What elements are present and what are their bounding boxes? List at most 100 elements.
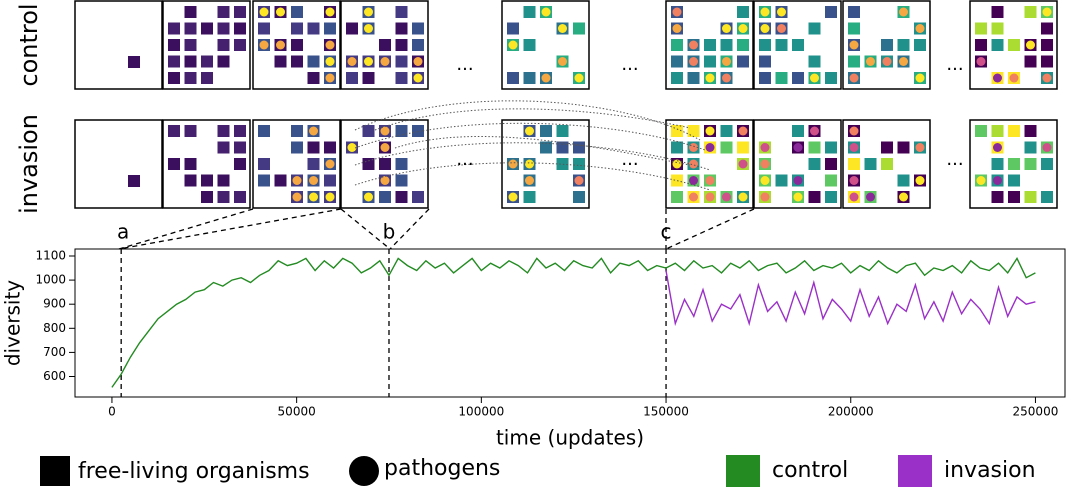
organism [128, 56, 140, 68]
organism [217, 55, 230, 68]
pathogen [325, 159, 335, 169]
organism [720, 141, 733, 154]
organism [184, 55, 197, 68]
pathogen [793, 192, 803, 202]
pathogen [689, 176, 698, 185]
pathogen [325, 192, 335, 202]
pathogen [915, 176, 925, 185]
pathogen [793, 143, 803, 152]
organism [234, 141, 246, 154]
pathogen [810, 73, 819, 83]
pathogen [525, 159, 534, 169]
pathogen [292, 192, 302, 202]
pathogen [705, 192, 715, 202]
organism [792, 125, 804, 137]
organism [379, 39, 391, 51]
organism [184, 72, 197, 84]
y-tick-label: 900 [43, 297, 66, 311]
organism [291, 6, 303, 18]
organism [234, 125, 246, 137]
pathogen [866, 192, 875, 202]
organism [168, 55, 180, 68]
organism [362, 125, 375, 137]
pathogen [849, 143, 859, 152]
organism [808, 191, 821, 203]
pathogen [760, 192, 770, 202]
organism [234, 6, 246, 18]
organism [759, 72, 771, 84]
pathogen [793, 176, 803, 185]
organism [775, 39, 788, 51]
organism [1008, 158, 1020, 170]
organism [975, 22, 987, 35]
pathogen [541, 73, 551, 83]
pathogen [777, 24, 786, 33]
organism [825, 158, 837, 170]
organism [881, 158, 893, 170]
pathogen [976, 176, 986, 185]
pathogen [508, 192, 518, 202]
organism [825, 6, 837, 18]
organism [412, 125, 424, 137]
pathogen [380, 57, 390, 66]
pathogen [882, 57, 892, 66]
pathogen [525, 126, 534, 136]
pathogen [722, 192, 731, 202]
pathogen [810, 126, 819, 136]
ellipsis: ... [621, 54, 638, 75]
organism [346, 22, 358, 35]
pathogen [347, 57, 357, 66]
organism [671, 191, 683, 203]
organism [395, 39, 408, 51]
organism [1041, 39, 1053, 51]
organism [825, 72, 837, 84]
circle-icon [349, 456, 379, 486]
organism [792, 72, 804, 84]
pathogen [325, 7, 335, 17]
organism [737, 141, 749, 154]
y-tick-label: 1000 [35, 273, 66, 287]
pathogen [915, 73, 925, 83]
organism [792, 39, 804, 51]
organism [881, 141, 893, 154]
plot-frame [74, 248, 1066, 398]
pathogen [672, 159, 682, 169]
pathogen [364, 24, 373, 33]
organism [201, 174, 213, 187]
organism [274, 55, 287, 68]
organism [258, 174, 270, 187]
organism [234, 22, 246, 35]
organism [217, 174, 230, 187]
pathogen [993, 176, 1002, 185]
pathogen [689, 40, 698, 50]
pathogen [689, 143, 698, 152]
marker-label: b [383, 220, 396, 244]
organism [217, 22, 230, 35]
organism [991, 191, 1004, 203]
organism [864, 158, 877, 170]
organism [379, 191, 391, 203]
organism [897, 174, 910, 187]
organism [848, 158, 860, 170]
legend-label: pathogens [384, 456, 500, 481]
organism [168, 22, 180, 35]
organism [274, 174, 287, 187]
organism [395, 22, 408, 35]
organism [737, 39, 749, 51]
organism [346, 72, 358, 84]
organism [1008, 39, 1020, 51]
pathogen [777, 7, 786, 17]
pathogen [738, 159, 748, 169]
organism [291, 22, 303, 35]
organism [808, 141, 821, 154]
organism [291, 55, 303, 68]
organism [291, 125, 303, 137]
pathogen [899, 192, 908, 202]
organism [412, 22, 424, 35]
organism [991, 22, 1004, 35]
pathogen [413, 73, 423, 83]
pathogen [380, 176, 390, 185]
organism [671, 141, 683, 154]
organism [573, 141, 585, 154]
organism [168, 72, 180, 84]
